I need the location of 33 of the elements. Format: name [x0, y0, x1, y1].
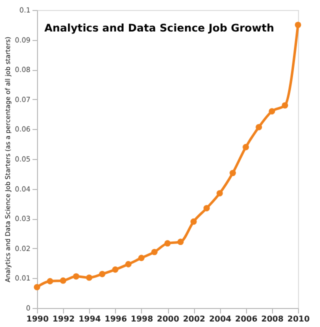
- point: [112, 266, 118, 273]
- x-tick-label: 1992: [52, 314, 75, 324]
- point: [125, 261, 132, 268]
- point: [282, 102, 288, 109]
- point: [203, 205, 210, 212]
- x-tick-label: 2004: [209, 314, 232, 324]
- point: [190, 218, 197, 225]
- x-tick-label: 1990: [26, 314, 50, 324]
- point: [294, 22, 302, 28]
- point: [34, 284, 40, 290]
- point: [151, 248, 158, 256]
- x-tick-label: 2006: [235, 314, 258, 324]
- x-tick-label: 1996: [104, 314, 128, 324]
- point: [99, 270, 106, 278]
- point: [216, 190, 223, 196]
- x-tick-label: 2008: [261, 314, 284, 324]
- point: [46, 278, 54, 284]
- point: [60, 277, 66, 284]
- point: [72, 273, 80, 280]
- x-tick-label: 2000: [156, 314, 180, 324]
- x-tick-label: 1994: [78, 314, 102, 324]
- point: [242, 144, 249, 150]
- text: Analytics and Data Science Job Growth: [44, 22, 274, 34]
- point: [268, 108, 276, 114]
- point: [86, 274, 92, 281]
- x-tick-label: 2010: [287, 314, 310, 324]
- point: [138, 254, 145, 262]
- point: [177, 238, 184, 245]
- point: [256, 124, 262, 130]
- point: [230, 170, 236, 176]
- point: [164, 240, 171, 246]
- x-tick-label: 1998: [130, 314, 154, 324]
- x-tick-label: 2002: [182, 314, 206, 324]
